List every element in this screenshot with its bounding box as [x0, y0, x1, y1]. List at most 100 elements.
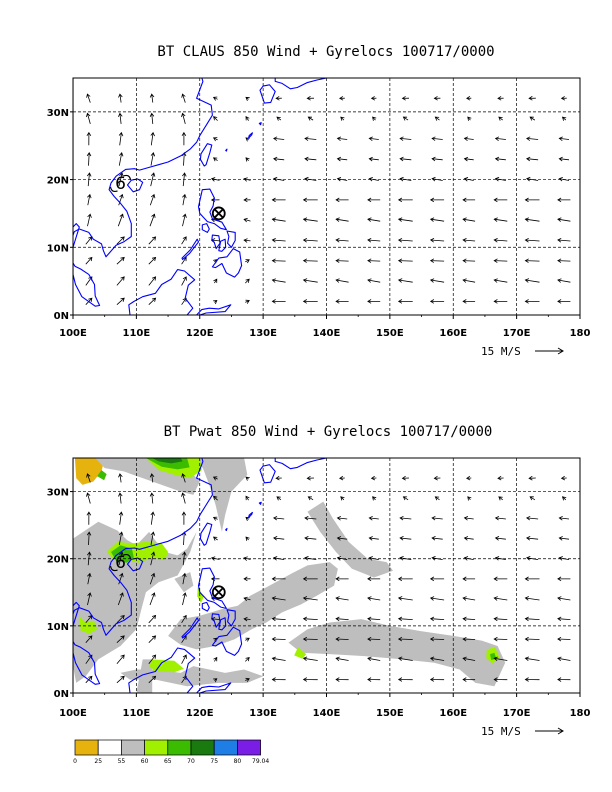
coastline-path [211, 626, 243, 656]
wind-arrow [429, 299, 445, 304]
wind-arrow [462, 238, 476, 243]
wind-arrow [85, 635, 93, 643]
wind-arrow [524, 596, 540, 601]
wind-vectors [85, 473, 571, 684]
wind-arrow [87, 592, 92, 606]
colorbar-tick-label: 60 [141, 758, 149, 765]
pwat-region [152, 458, 183, 464]
wind-arrow [86, 511, 92, 525]
wind-arrow [86, 112, 91, 125]
coastline-path [247, 511, 253, 519]
wind-arrow [335, 677, 349, 682]
wind-arrow [528, 475, 536, 481]
coastline-path [225, 148, 228, 152]
wind-arrow [397, 197, 413, 203]
coastline-path [211, 248, 243, 278]
coastline-path [196, 304, 232, 315]
wind-arrow [182, 572, 187, 585]
wind-arrow [213, 495, 218, 501]
wind-arrow [149, 592, 156, 606]
wind-arrow [526, 536, 539, 541]
wind-arrow [243, 217, 251, 223]
pwat-region [294, 647, 307, 659]
pwat-shading [73, 458, 506, 693]
wind-arrow [557, 197, 571, 203]
wind-arrow [273, 156, 285, 162]
marker-cross [214, 587, 224, 597]
wind-arrow [493, 636, 508, 642]
wind-arrow [493, 258, 508, 263]
wind-arrow [273, 176, 285, 182]
typhoon-hook [109, 186, 118, 193]
lat-tick-label: 0N [54, 311, 69, 322]
wind-arrow [307, 496, 314, 501]
wind-arrow [401, 96, 410, 101]
wind-arrow [212, 137, 218, 142]
coastline-path [128, 647, 196, 693]
wind-arrow [431, 136, 443, 141]
wind-arrow [558, 536, 570, 541]
lon-tick-label: 150E [376, 328, 404, 339]
wind-arrow [116, 614, 125, 624]
wind-arrow [302, 596, 318, 601]
coastline-path [259, 84, 276, 104]
wind-arrow [86, 93, 91, 103]
colorbar-swatch [213, 739, 238, 756]
wind-arrow [86, 152, 92, 166]
lat-tick-label: 20N [47, 555, 69, 566]
wind-arrow [494, 515, 506, 521]
wind-arrow [558, 156, 570, 162]
wind-arrow [148, 635, 157, 643]
coastline-path [73, 458, 213, 685]
wind-arrow [493, 576, 508, 582]
wind-arrow [466, 475, 472, 481]
wind-arrow [397, 677, 413, 682]
wind-arrow [85, 236, 93, 245]
wind-arrow [117, 213, 124, 227]
wind-arrow [116, 675, 125, 684]
colorbar-tick-label: 0 [73, 758, 77, 765]
wind-arrow [462, 217, 476, 222]
wind-arrow [148, 654, 157, 664]
wind-arrow [493, 596, 508, 601]
wind-arrow [434, 496, 440, 501]
wind-arrow [306, 96, 315, 101]
wind-arrow [273, 536, 285, 541]
wind-arrow [399, 156, 412, 162]
wind-arrow [397, 656, 413, 662]
wind-arrow [462, 278, 476, 283]
wind-arrow [275, 475, 282, 481]
coastline-path [211, 234, 221, 250]
lat-tick-label: 30N [47, 108, 69, 119]
wind-arrow [557, 616, 571, 622]
wind-arrow [181, 131, 187, 146]
wind-arrow [463, 536, 474, 541]
colorbar-tick-label: 75 [210, 758, 218, 765]
wind-arrow [116, 236, 125, 245]
wind-arrow [213, 300, 218, 305]
wind-arrow [118, 492, 123, 504]
colorbar-swatch [167, 739, 192, 756]
wind-arrow [302, 656, 318, 662]
wind-arrow [397, 636, 413, 642]
wind-arrow [304, 156, 317, 162]
bottom-panel: BT Pwat 850 Wind + Gyrelocs 100717/0000 … [47, 424, 591, 765]
wind-arrow [335, 576, 349, 582]
wind-arrow [336, 536, 348, 541]
coastline-path [199, 522, 213, 546]
coastline-path [258, 122, 262, 126]
colorbar-tick-label: 65 [164, 758, 172, 765]
wind-arrow [429, 677, 445, 682]
wind-arrow [429, 258, 445, 263]
wind-arrow [245, 137, 250, 142]
wind-arrow [397, 596, 413, 601]
wind-arrow [210, 197, 220, 203]
coastline-path [258, 501, 262, 505]
axis-ticks: 100E 110E 120E 130E 140E 150E 160E 170E 180 30N 20… [47, 488, 591, 719]
wind-arrow [273, 556, 285, 561]
wind-arrow [181, 473, 186, 483]
colorbar-swatch [190, 739, 215, 756]
wind-arrow [397, 299, 413, 304]
wind-arrow [149, 213, 156, 227]
wind-arrow [182, 213, 187, 227]
